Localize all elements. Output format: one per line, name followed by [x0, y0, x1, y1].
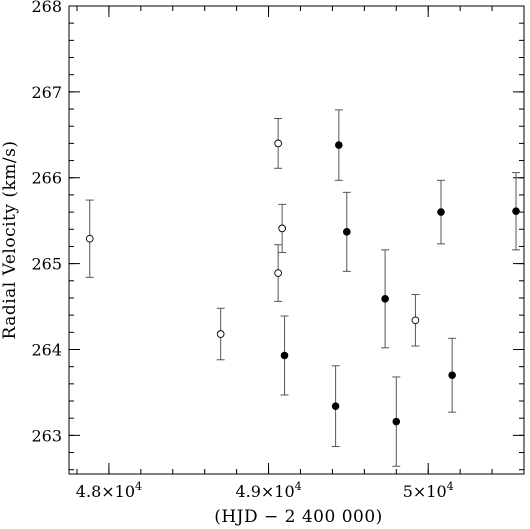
y-axis-label: Radial Velocity (km/s) [0, 140, 20, 339]
filled-data-point [381, 249, 390, 349]
open-data-point [85, 199, 94, 278]
y-tick-labels: 263 264 265 266 267 268 [31, 0, 62, 445]
open-circle-marker [274, 139, 282, 148]
filled-data-point [334, 109, 343, 181]
open-circle-marker [274, 269, 282, 277]
x-tick-label: 4.9×104 [235, 480, 301, 501]
filled-circle-marker [280, 351, 289, 360]
filled-circle-marker [335, 141, 343, 149]
data-points [85, 109, 521, 467]
y-tick-label: 268 [31, 0, 62, 16]
filled-circle-marker [392, 417, 401, 426]
filled-data-point [280, 315, 289, 396]
filled-circle-marker [448, 371, 456, 380]
minor-ticks [69, 5, 525, 474]
filled-circle-marker [331, 402, 340, 410]
y-tick-label: 265 [31, 255, 62, 274]
major-ticks [69, 5, 524, 474]
open-data-point [274, 244, 283, 302]
filled-data-point [512, 172, 521, 251]
filled-data-point [448, 337, 457, 413]
open-circle-marker [278, 224, 286, 233]
filled-circle-marker [342, 228, 351, 236]
filled-circle-marker [437, 208, 445, 216]
y-tick-label: 263 [31, 426, 62, 445]
filled-data-point [331, 365, 340, 448]
open-data-point [278, 203, 287, 253]
open-data-point [274, 117, 283, 169]
open-data-point [411, 294, 420, 347]
filled-data-point [392, 376, 401, 467]
filled-data-point [342, 191, 351, 272]
x-axis-label: (HJD − 2 400 000) [214, 507, 383, 527]
filled-data-point [436, 179, 445, 245]
y-tick-label: 267 [31, 83, 62, 102]
open-circle-marker [411, 316, 420, 325]
x-tick-label: 5×104 [403, 480, 454, 501]
x-tick-label: 4.8×104 [76, 480, 142, 501]
plot-frame [68, 5, 525, 475]
filled-circle-marker [512, 207, 520, 216]
y-tick-label: 264 [31, 340, 62, 359]
x-tick-labels: 4.8×104 4.9×104 5×104 [76, 480, 454, 501]
open-circle-marker [85, 234, 94, 243]
filled-circle-marker [381, 295, 389, 303]
open-data-point [216, 307, 225, 361]
open-circle-marker [216, 330, 225, 338]
y-tick-label: 266 [31, 169, 62, 188]
